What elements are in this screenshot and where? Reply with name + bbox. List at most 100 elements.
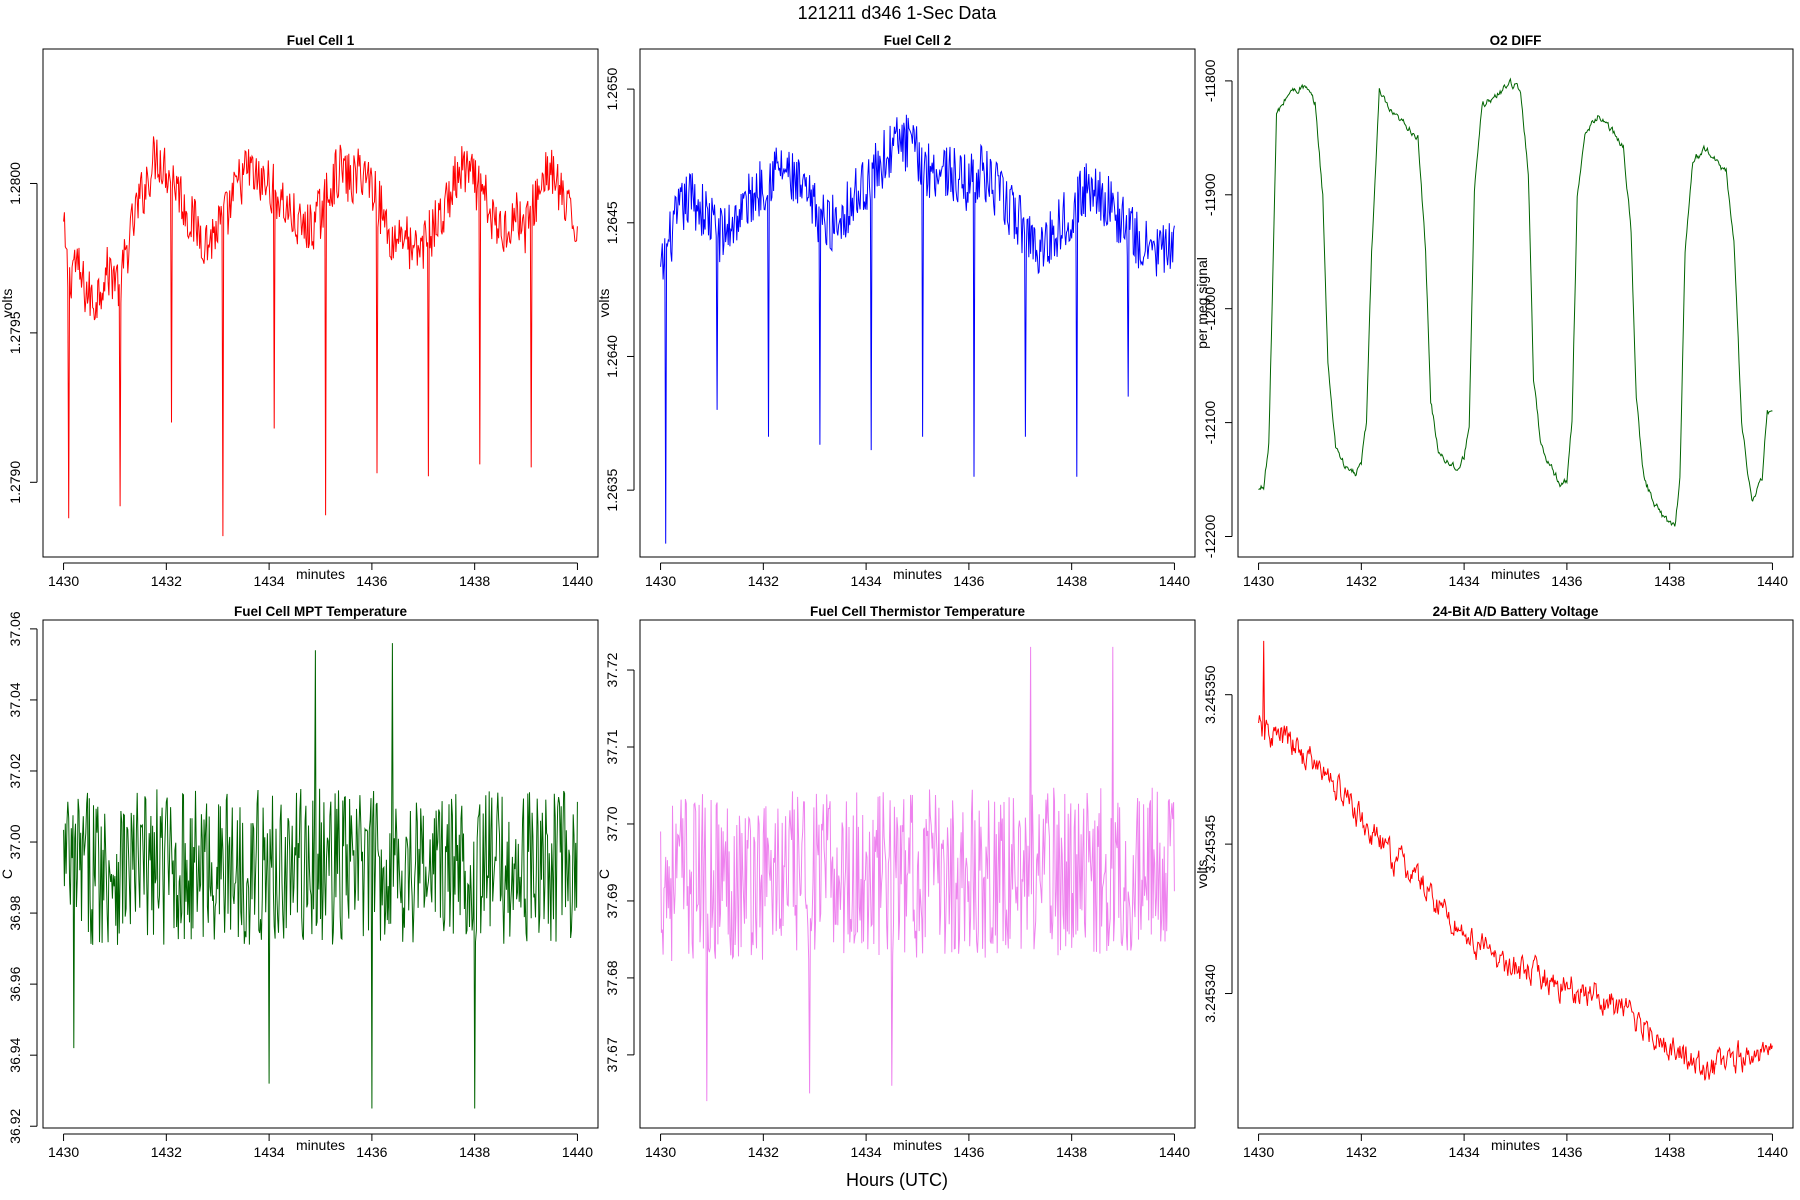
panel-title: Fuel Cell 1 xyxy=(287,33,355,48)
x-axis: 1430 1432 1434 1436 1438 1440 minutes xyxy=(48,1133,593,1160)
y-axis-label: C xyxy=(596,869,612,879)
x-tick-label: 1432 xyxy=(151,1144,182,1160)
y-tick-label: 37.70 xyxy=(604,806,620,841)
x-tick-label: 1436 xyxy=(953,1144,984,1160)
x-axis-label: minutes xyxy=(893,1137,942,1153)
x-tick-label: 1434 xyxy=(851,1144,882,1160)
x-axis: 1430 1432 1434 1436 1438 1440 minutes xyxy=(48,562,593,589)
x-tick-label: 1436 xyxy=(1551,573,1582,589)
series-line xyxy=(660,114,1175,544)
x-tick-label: 1438 xyxy=(459,573,490,589)
y-tick-label: 3.245340 xyxy=(1202,964,1218,1023)
y-tick-label: 37.04 xyxy=(7,682,23,717)
y-tick-label: 37.72 xyxy=(604,652,620,687)
y-axis-label: volts xyxy=(596,289,612,318)
y-tick-label: 37.02 xyxy=(7,753,23,788)
series-line xyxy=(1258,640,1773,1081)
panel-5: Fuel Cell Thermistor Temperature 1430 1432… xyxy=(596,604,1196,1160)
y-tick-label: 37.06 xyxy=(7,611,23,646)
plot-frame xyxy=(42,619,599,1129)
chart-panels: Fuel Cell 1 1430 1432 1434 1436 1438 1440 minut… xyxy=(0,33,1794,1160)
y-tick-label: 1.2795 xyxy=(7,311,23,354)
figure-xlabel: Hours (UTC) xyxy=(846,1170,948,1190)
x-axis: 1430 1432 1434 1436 1438 1440 minutes xyxy=(1243,562,1788,589)
x-tick-label: 1440 xyxy=(1159,1144,1190,1160)
x-tick-label: 1440 xyxy=(1159,573,1190,589)
panel-title: Fuel Cell MPT Temperature xyxy=(234,604,408,619)
x-tick-label: 1440 xyxy=(562,1144,593,1160)
panel-2: Fuel Cell 2 1430 1432 1434 1436 1438 1440 minut… xyxy=(596,33,1196,589)
x-tick-label: 1440 xyxy=(1757,573,1788,589)
y-tick-label: 1.2645 xyxy=(604,201,620,244)
x-axis-label: minutes xyxy=(1491,566,1540,582)
panel-title: 24-Bit A/D Battery Voltage xyxy=(1433,604,1599,619)
y-tick-label: 36.94 xyxy=(7,1037,23,1072)
plot-frame xyxy=(1237,48,1794,558)
y-tick-label: 37.67 xyxy=(604,1037,620,1072)
x-tick-label: 1434 xyxy=(254,1144,285,1160)
x-tick-label: 1436 xyxy=(953,573,984,589)
x-axis-label: minutes xyxy=(1491,1137,1540,1153)
y-tick-label: -12200 xyxy=(1202,514,1218,558)
x-tick-label: 1432 xyxy=(748,1144,779,1160)
y-tick-label: 36.98 xyxy=(7,895,23,930)
x-axis-label: minutes xyxy=(296,566,345,582)
panel-3: O2 DIFF 1430 1432 1434 1436 1438 1440 minutes -1… xyxy=(1194,33,1794,589)
x-tick-label: 1434 xyxy=(851,573,882,589)
x-tick-label: 1432 xyxy=(151,573,182,589)
y-tick-label: 36.92 xyxy=(7,1108,23,1143)
plot-frame xyxy=(42,48,599,558)
panel-title: O2 DIFF xyxy=(1490,33,1542,48)
x-tick-label: 1432 xyxy=(1346,573,1377,589)
y-tick-label: 1.2635 xyxy=(604,469,620,512)
x-tick-label: 1430 xyxy=(645,1144,676,1160)
x-tick-label: 1436 xyxy=(1551,1144,1582,1160)
y-tick-label: 37.71 xyxy=(604,729,620,764)
y-tick-label: 1.2640 xyxy=(604,335,620,378)
x-tick-label: 1430 xyxy=(48,573,79,589)
y-axis: 3.245340 3.245345 3.245350 volts xyxy=(1194,665,1233,1023)
x-tick-label: 1440 xyxy=(1757,1144,1788,1160)
y-tick-label: -12100 xyxy=(1202,401,1218,445)
x-tick-label: 1434 xyxy=(1449,573,1480,589)
y-axis-label: C xyxy=(0,869,15,879)
plot-frame xyxy=(639,48,1196,558)
x-tick-label: 1438 xyxy=(1056,573,1087,589)
x-tick-label: 1436 xyxy=(356,1144,387,1160)
y-tick-label: -11900 xyxy=(1202,173,1218,216)
y-tick-label: -11800 xyxy=(1202,59,1218,102)
x-tick-label: 1438 xyxy=(1056,1144,1087,1160)
x-axis-label: minutes xyxy=(296,1137,345,1153)
y-tick-label: 1.2800 xyxy=(7,162,23,205)
y-axis: 1.2635 1.2640 1.2645 1.2650 volts xyxy=(596,67,635,512)
x-tick-label: 1432 xyxy=(1346,1144,1377,1160)
x-tick-label: 1430 xyxy=(1243,1144,1274,1160)
y-tick-label: 37.69 xyxy=(604,883,620,918)
x-axis: 1430 1432 1434 1436 1438 1440 minutes xyxy=(645,1133,1190,1160)
y-tick-label: 37.68 xyxy=(604,960,620,995)
plot-frame xyxy=(1237,619,1794,1129)
plot-frame xyxy=(639,619,1196,1129)
y-axis-label: volts xyxy=(0,289,15,318)
x-tick-label: 1436 xyxy=(356,573,387,589)
x-axis: 1430 1432 1434 1436 1438 1440 minutes xyxy=(1243,1133,1788,1160)
x-tick-label: 1438 xyxy=(1654,1144,1685,1160)
y-axis: 37.67 37.68 37.69 37.70 37.71 37.72 C xyxy=(596,652,635,1072)
x-tick-label: 1434 xyxy=(1449,1144,1480,1160)
x-axis-label: minutes xyxy=(893,566,942,582)
x-axis: 1430 1432 1434 1436 1438 1440 minutes xyxy=(645,562,1190,589)
y-tick-label: 3.245350 xyxy=(1202,665,1218,724)
panel-1: Fuel Cell 1 1430 1432 1434 1436 1438 1440 minut… xyxy=(0,33,599,589)
y-tick-label: 36.96 xyxy=(7,966,23,1001)
series-line xyxy=(660,646,1175,1102)
y-tick-label: 1.2650 xyxy=(604,67,620,110)
x-tick-label: 1440 xyxy=(562,573,593,589)
y-axis: -12200 -12100 -12000 -11900 -11800 per meg si… xyxy=(1194,59,1233,558)
y-axis-label: per meg signal xyxy=(1194,257,1210,349)
y-axis: 1.2790 1.2795 1.2800 volts xyxy=(0,162,38,504)
y-tick-label: -12000 xyxy=(1202,287,1218,331)
